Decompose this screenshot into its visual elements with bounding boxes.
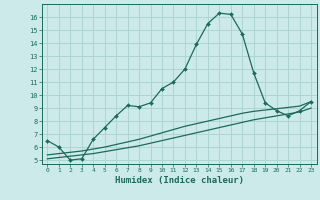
X-axis label: Humidex (Indice chaleur): Humidex (Indice chaleur) bbox=[115, 176, 244, 185]
